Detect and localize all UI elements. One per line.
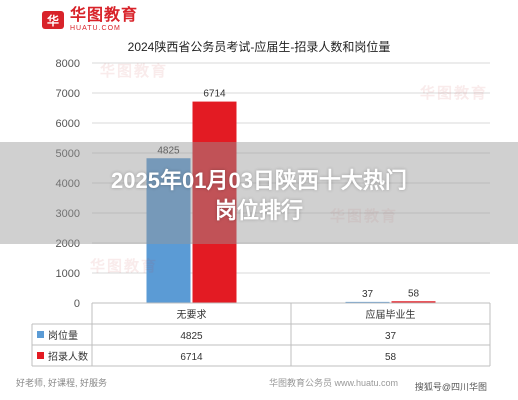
data-label: 4825: [157, 145, 180, 156]
headline-text: 2025年01月03日陕西十大热门 岗位排行: [0, 166, 518, 226]
footer-site: 华图教育公务员 www.huatu.com: [268, 378, 398, 388]
legend-swatch: [37, 352, 44, 359]
legend-label: 招录人数: [48, 350, 88, 363]
y-tick-label: 6000: [56, 118, 80, 130]
chart-title: 2024陕西省公务员考试-应届生-招录人数和岗位量: [127, 40, 391, 54]
y-tick-label: 8000: [56, 58, 80, 70]
y-tick-label: 2000: [56, 238, 80, 250]
bar: [192, 101, 237, 303]
source-tag: 搜狐号@四川华图: [411, 380, 490, 393]
footer-tags: 好老师, 好课程, 好服务: [16, 378, 108, 388]
data-label: 58: [408, 288, 420, 299]
table-category-label: 无要求: [177, 309, 207, 321]
table-cell: 37: [385, 331, 397, 342]
table-category-label: 应届毕业生: [366, 308, 416, 321]
bar: [391, 301, 436, 303]
y-tick-label: 1000: [56, 268, 80, 280]
y-tick-label: 7000: [56, 88, 80, 100]
data-label: 6714: [203, 89, 226, 100]
table-cell: 58: [385, 352, 397, 363]
data-label: 37: [362, 289, 374, 300]
brand-domain: HUATU.COM: [70, 24, 121, 32]
brand-name: 华图教育: [70, 7, 139, 24]
headline-line-2: 岗位排行: [214, 198, 303, 223]
y-tick-label: 0: [74, 298, 80, 310]
y-tick-label: 5000: [56, 148, 80, 160]
brand-logo-icon: 华: [42, 11, 64, 30]
table-cell: 4825: [180, 331, 203, 342]
y-tick-label: 4000: [56, 178, 80, 190]
table-cell: 6714: [180, 352, 203, 363]
bar: [345, 301, 390, 303]
bar: [146, 158, 191, 303]
legend-label: 岗位量: [48, 329, 78, 342]
brand-logo: 华 华图教育 HUATU.COM: [42, 7, 139, 32]
headline-overlay: [0, 142, 518, 244]
y-tick-label: 3000: [56, 208, 80, 220]
legend-swatch: [37, 331, 44, 338]
headline-line-1: 2025年01月03日陕西十大热门: [111, 168, 407, 193]
